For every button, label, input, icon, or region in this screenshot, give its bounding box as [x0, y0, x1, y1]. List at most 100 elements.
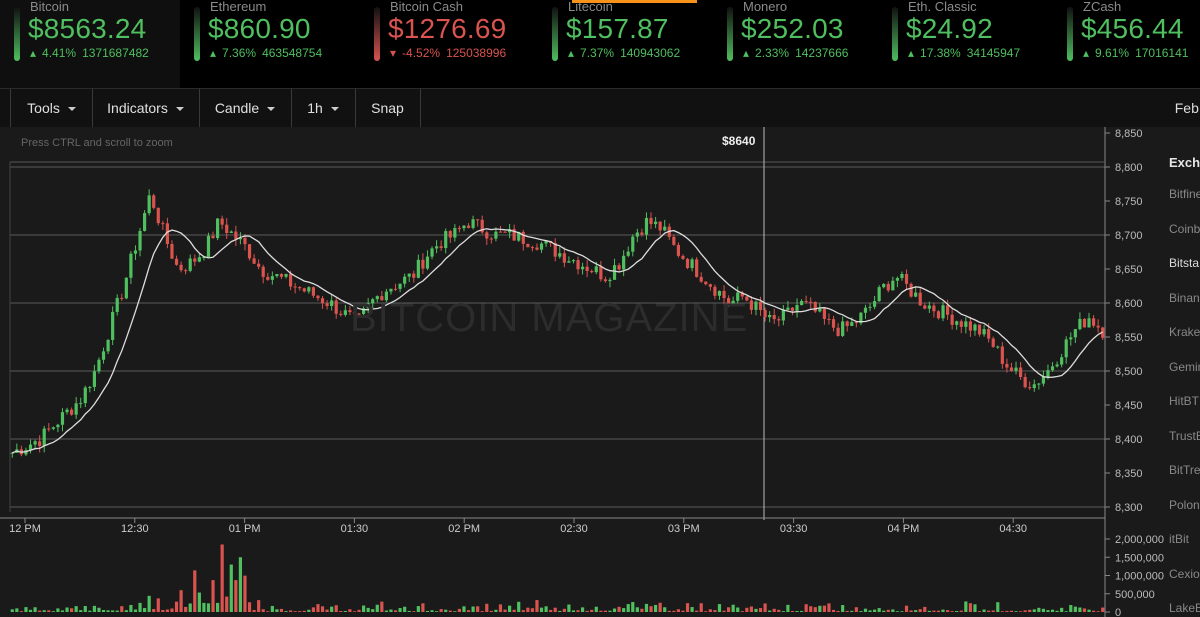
- volume-bar: [170, 608, 174, 612]
- volume-bar: [225, 596, 229, 612]
- volume-bar: [1073, 606, 1077, 612]
- sidebar-item-exchange[interactable]: LakeB: [1169, 601, 1200, 615]
- volume-bar: [60, 610, 65, 612]
- volume-bar: [790, 611, 795, 612]
- volume-bar: [220, 544, 224, 612]
- volume-bar: [152, 609, 156, 612]
- candle-body: [179, 264, 183, 271]
- volume-bar: [124, 610, 128, 612]
- sidebar-item-exchange[interactable]: Krake: [1169, 325, 1200, 339]
- candle-body: [649, 217, 653, 225]
- candle-body: [416, 259, 420, 278]
- volume-bar: [352, 611, 357, 612]
- volume-bar: [142, 608, 147, 612]
- ticker-bitcoin[interactable]: Bitcoin $8563.24 ▴ 4.41% 1371687482: [0, 0, 180, 88]
- volume-bar: [106, 610, 110, 612]
- candle-body: [772, 315, 776, 320]
- trend-bar-icon: [1067, 7, 1073, 61]
- volume-bar: [845, 610, 849, 612]
- sidebar-item-exchange[interactable]: Polon: [1169, 497, 1200, 512]
- volume-bar: [859, 611, 863, 612]
- sidebar-item-exchange[interactable]: Gemin: [1169, 359, 1200, 374]
- sidebar-item-exchange[interactable]: HitBT: [1169, 394, 1199, 408]
- interval-dropdown[interactable]: 1h: [291, 89, 356, 127]
- y-tick-label: 8,300: [1115, 502, 1143, 514]
- triangle-down-icon: ▾: [390, 46, 397, 60]
- candle-body: [334, 300, 338, 314]
- candle-body: [434, 246, 439, 249]
- sidebar-item-exchange[interactable]: Binan: [1169, 290, 1200, 305]
- candle-body: [1055, 364, 1059, 367]
- ticker-zcash[interactable]: ZCash $456.44 ▴ 9.61% 17016141: [1053, 0, 1200, 88]
- candle-body: [252, 258, 256, 264]
- chevron-down-icon: [330, 107, 339, 112]
- candle-body: [503, 231, 507, 233]
- volume-bar: [982, 609, 986, 612]
- sidebar-item-exchange[interactable]: Coinba: [1169, 221, 1200, 236]
- sidebar-item-exchange[interactable]: Bitsta: [1169, 256, 1200, 270]
- volume-bar: [804, 604, 808, 612]
- volume-bar: [886, 609, 890, 612]
- candle-body: [325, 303, 329, 306]
- volume-bar: [795, 610, 799, 612]
- candle-body: [790, 307, 795, 311]
- volume-bar: [594, 606, 598, 612]
- ticker-monero[interactable]: Monero $252.03 ▴ 2.33% 14237666: [713, 0, 878, 88]
- candle-body: [676, 244, 681, 256]
- coin-volume: 34145947: [966, 46, 1021, 60]
- candle-body: [841, 321, 845, 336]
- volume-bar: [247, 602, 252, 612]
- candle-body: [512, 229, 516, 241]
- coin-name: Bitcoin Cash: [390, 0, 463, 14]
- ticker-bitcoin-cash[interactable]: Bitcoin Cash $1276.69 ▾ -4.52% 125038996: [360, 0, 538, 88]
- sidebar-item-exchange[interactable]: Bitfine: [1169, 187, 1200, 201]
- tools-dropdown[interactable]: Tools: [10, 89, 93, 127]
- sidebar-item-exchange[interactable]: BitTre: [1169, 463, 1200, 477]
- toolbar: Tools Indicators Candle 1h Snap Feb 09 2: [0, 88, 1200, 128]
- candle-body: [288, 274, 293, 287]
- chevron-down-icon: [67, 107, 76, 112]
- volume-bar: [430, 610, 434, 612]
- snap-button[interactable]: Snap: [355, 89, 421, 127]
- sidebar-item-exchange[interactable]: itBit: [1169, 532, 1190, 546]
- volume-bar: [343, 610, 347, 612]
- ticker-eth-classic[interactable]: Eth. Classic $24.92 ▴ 17.38% 34145947: [878, 0, 1053, 88]
- candle-body: [731, 300, 735, 304]
- ticker-ethereum[interactable]: Ethereum $860.90 ▴ 7.36% 463548754: [180, 0, 360, 88]
- candle-body: [348, 310, 352, 313]
- candle-body: [886, 283, 890, 291]
- y-tick-label: 8,500: [1115, 366, 1143, 378]
- volume-bar: [28, 609, 33, 612]
- candle-body: [129, 253, 133, 278]
- sidebar-item-exchange[interactable]: Cexio: [1169, 566, 1200, 581]
- volume-bar: [923, 606, 927, 612]
- candle-body: [982, 329, 986, 335]
- volume-bar: [498, 604, 503, 612]
- volume-bar: [1000, 611, 1004, 612]
- price-chart[interactable]: 8,850 8,800 8,750 8,700 8,650 8,600 8,550 8,500…: [0, 127, 1200, 617]
- candle-dropdown[interactable]: Candle: [199, 89, 292, 127]
- candle-body: [480, 219, 484, 233]
- volume-bar: [936, 610, 941, 612]
- ticker-litecoin[interactable]: Litecoin $157.87 ▴ 7.37% 140943062: [538, 0, 713, 88]
- candle-body: [238, 237, 243, 240]
- volume-bar: [15, 608, 19, 612]
- volume-bar: [398, 608, 402, 612]
- candle-body: [914, 292, 918, 297]
- volume-bar: [1101, 607, 1105, 612]
- volume-bar: [252, 610, 256, 612]
- volume-bar: [722, 610, 726, 612]
- candle-body: [206, 235, 211, 258]
- volume-bar: [298, 611, 302, 612]
- candle-body: [955, 321, 959, 325]
- sidebar-item-exchange[interactable]: TrustE: [1169, 428, 1200, 443]
- volume-bar: [1087, 609, 1091, 612]
- volume-bar: [663, 607, 667, 612]
- volume-bar: [818, 605, 822, 612]
- volume-bar: [868, 610, 872, 612]
- indicators-dropdown[interactable]: Indicators: [92, 89, 200, 127]
- volume-bar: [266, 611, 270, 612]
- volume-bar: [257, 600, 261, 612]
- volume-bar: [576, 610, 580, 612]
- candle-body: [813, 301, 817, 312]
